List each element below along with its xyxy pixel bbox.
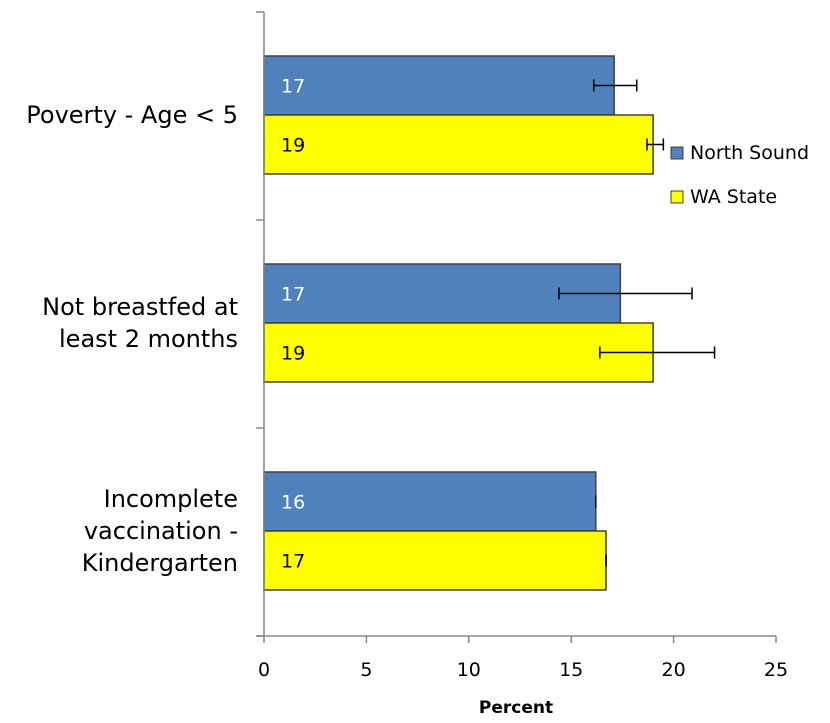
category-label: Not breastfed at — [42, 293, 238, 321]
x-axis-title: Percent — [479, 698, 553, 718]
bar — [263, 530, 607, 591]
bar — [263, 55, 615, 116]
x-tick-label: 5 — [360, 659, 372, 681]
x-tick-label: 15 — [559, 659, 583, 681]
bar — [263, 114, 654, 175]
x-tick-label: 20 — [662, 659, 686, 681]
bar — [263, 322, 654, 383]
data-label: 17 — [281, 284, 305, 306]
x-tick-label: 10 — [457, 659, 481, 681]
data-label: 19 — [281, 343, 305, 365]
category-label: least 2 months — [59, 325, 238, 353]
bar — [263, 471, 597, 532]
legend-swatch — [670, 190, 684, 204]
data-label: 19 — [281, 135, 305, 157]
category-label: Poverty - Age < 5 — [26, 101, 238, 129]
data-label: 17 — [281, 76, 305, 98]
legend-swatch — [670, 146, 684, 160]
x-tick-label: 25 — [764, 659, 788, 681]
legend-label: North Sound — [690, 142, 809, 164]
category-label: Kindergarten — [82, 549, 238, 577]
category-label: Incomplete — [104, 485, 238, 513]
legend-label: WA State — [690, 186, 777, 208]
data-label: 17 — [281, 551, 305, 573]
data-label: 16 — [281, 492, 305, 514]
x-tick-label: 0 — [258, 659, 270, 681]
category-label: vaccination - — [84, 517, 238, 545]
